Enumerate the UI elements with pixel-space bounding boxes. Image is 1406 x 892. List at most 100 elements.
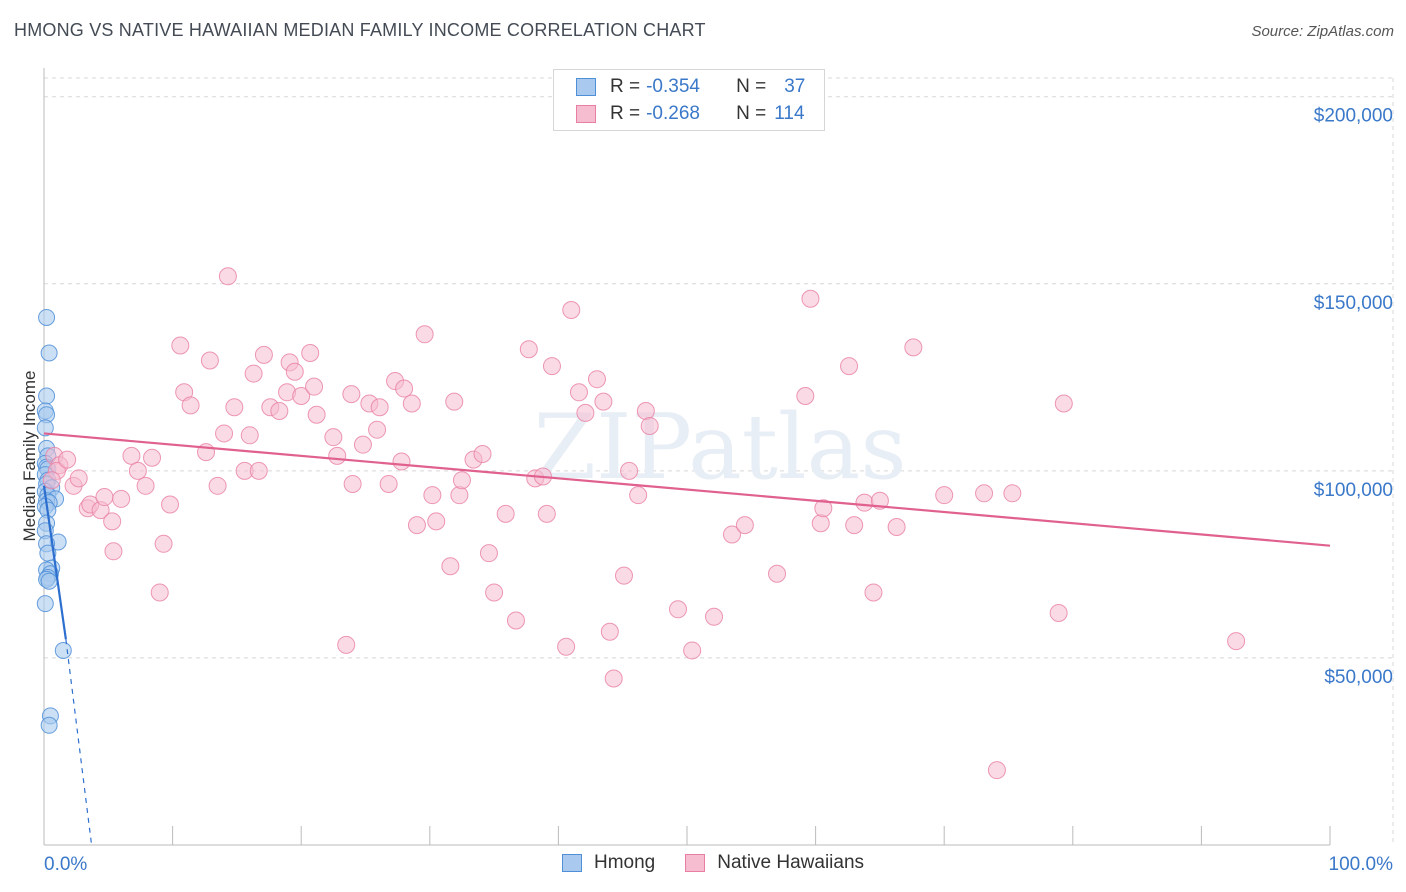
x-tick-label: 100.0% <box>1329 854 1394 875</box>
hawaiian-point <box>328 446 347 465</box>
n-value: 114 <box>774 103 805 124</box>
hawaiian-point <box>154 534 173 553</box>
hawaiian-point <box>683 641 702 660</box>
hmong-swatch <box>576 78 596 96</box>
hawaiian-point <box>840 357 859 376</box>
hawaiian-point <box>640 416 659 435</box>
hawaiian-swatch <box>576 105 596 123</box>
hawaiian-point <box>368 420 387 439</box>
hawaiian-point <box>587 370 606 389</box>
bottom-legend: Hmong Native Hawaiians <box>562 852 894 874</box>
hawaiian-point <box>855 493 874 512</box>
legend-label: Hmong <box>594 852 656 873</box>
hawaiian-point <box>95 488 114 507</box>
hmong-point <box>40 716 58 734</box>
hawaiian-point <box>796 387 815 406</box>
hawaiian-point <box>407 516 426 535</box>
hawaiian-point <box>485 583 504 602</box>
hawaiian-point <box>200 351 219 370</box>
legend-item-native-hawaiians[interactable]: Native Hawaiians <box>685 852 864 874</box>
hawaiian-point <box>576 403 595 422</box>
y-tick-label: $150,000 <box>1314 293 1393 314</box>
hawaiian-point <box>668 600 687 619</box>
hawaiian-point <box>441 557 460 576</box>
hawaiian-point <box>450 486 469 505</box>
hawaiian-point <box>370 398 389 417</box>
hawaiian-point <box>1227 632 1246 651</box>
hawaiian-point <box>240 426 259 445</box>
hawaiian-point <box>452 471 471 490</box>
hawaiian-point <box>392 452 411 471</box>
hawaiian-point <box>292 387 311 406</box>
hawaiian-point <box>542 357 561 376</box>
hawaiian-point <box>887 517 906 536</box>
hawaiian-point <box>423 486 442 505</box>
hawaiian-point <box>254 345 273 364</box>
legend-item-hmong[interactable]: Hmong <box>562 852 655 874</box>
hawaiian-point <box>353 435 372 454</box>
hawaiian-point <box>324 428 343 447</box>
hawaiian-point <box>301 343 320 362</box>
hawaiian-point <box>270 401 289 420</box>
hawaiian-point <box>987 761 1006 780</box>
hawaiian-point <box>218 267 237 286</box>
hawaiian-point <box>811 514 830 533</box>
tick-labels: $50,000 $100,000 $150,000 $200,000 0.0% 100.0… <box>44 106 1393 875</box>
hawaiian-point <box>427 512 446 531</box>
hawaiian-point <box>244 364 263 383</box>
hmong-point <box>40 572 58 590</box>
hawaiian-point <box>58 450 77 469</box>
hawaiian-point <box>1049 604 1068 623</box>
hawaiian-point <box>557 637 576 656</box>
hawaiian-points <box>42 267 1246 780</box>
hawaiian-point <box>562 300 581 319</box>
hawaiian-point <box>415 325 434 344</box>
hawaiian-point <box>171 336 190 355</box>
hmong-point <box>40 344 58 362</box>
hawaiian-point <box>42 471 61 490</box>
hawaiian-point <box>104 542 123 561</box>
hawaiian-point <box>112 489 131 508</box>
hawaiian-point <box>143 448 162 467</box>
n-label: N = <box>736 76 767 97</box>
hawaiian-point <box>305 377 324 396</box>
legend-label: Native Hawaiians <box>717 852 865 873</box>
hawaiian-point <box>1054 394 1073 413</box>
hmong-trend-line <box>42 485 67 640</box>
hawaiian-point <box>569 383 588 402</box>
hmong-point <box>36 419 54 437</box>
hawaiian-point <box>935 486 954 505</box>
hawaiian-point <box>636 401 655 420</box>
hawaiian-point <box>845 516 864 535</box>
hawaiian-point <box>128 461 147 480</box>
y-tick-label: $50,000 <box>1324 667 1393 688</box>
hawaiian-point <box>402 394 421 413</box>
hawaiian-point <box>506 611 525 630</box>
hawaiian-point <box>337 635 356 654</box>
r-value: -0.268 <box>646 103 700 124</box>
hmong-point <box>38 387 56 405</box>
hawaiian-trend-line <box>43 432 1331 547</box>
hmong-point <box>54 641 72 659</box>
hawaiian-point <box>69 469 88 488</box>
hawaiian-point <box>136 476 155 495</box>
hawaiian-swatch <box>685 854 706 872</box>
hawaiian-point <box>801 289 820 308</box>
hmong-point <box>38 308 56 326</box>
hawaiian-point <box>343 474 362 493</box>
hmong-trend-extension <box>65 639 93 846</box>
hawaiian-point <box>705 607 724 626</box>
hawaiian-point <box>473 445 492 464</box>
hawaiian-point <box>395 379 414 398</box>
hawaiian-point <box>519 340 538 359</box>
hawaiian-point <box>814 499 833 518</box>
hawaiian-point <box>975 484 994 503</box>
hawaiian-point <box>445 392 464 411</box>
hawaiian-point <box>103 512 122 531</box>
n-value: 37 <box>784 76 806 97</box>
hawaiian-point <box>496 504 515 523</box>
r-value: -0.354 <box>646 76 700 97</box>
trend-lines <box>42 432 1331 846</box>
hawaiian-point <box>735 516 754 535</box>
